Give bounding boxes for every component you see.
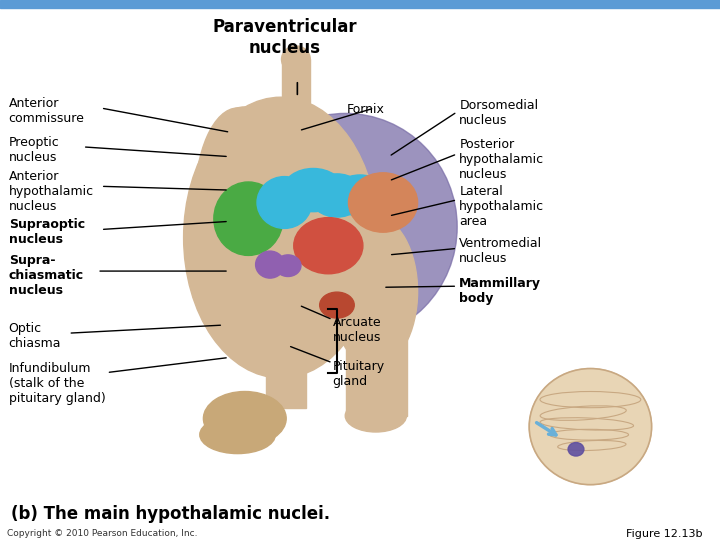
Ellipse shape xyxy=(320,292,354,318)
Ellipse shape xyxy=(200,416,276,454)
Ellipse shape xyxy=(346,400,407,432)
Bar xyxy=(0,0,720,8)
Ellipse shape xyxy=(283,168,343,212)
Text: Mammillary
body: Mammillary body xyxy=(459,276,541,305)
Ellipse shape xyxy=(310,174,364,217)
Ellipse shape xyxy=(243,104,283,139)
Text: Anterior
hypothalamic
nucleus: Anterior hypothalamic nucleus xyxy=(9,170,94,213)
Ellipse shape xyxy=(529,368,652,485)
Ellipse shape xyxy=(257,177,312,228)
Text: (b) The main hypothalamic nuclei.: (b) The main hypothalamic nuclei. xyxy=(11,505,330,523)
Ellipse shape xyxy=(331,216,418,367)
Ellipse shape xyxy=(220,107,270,150)
Bar xyxy=(266,300,306,408)
Text: Figure 12.13b: Figure 12.13b xyxy=(626,529,703,538)
Ellipse shape xyxy=(214,182,283,255)
Ellipse shape xyxy=(248,312,313,336)
Bar xyxy=(282,59,310,205)
Text: Supraoptic
nucleus: Supraoptic nucleus xyxy=(9,218,85,246)
Text: Infundibulum
(stalk of the
pituitary gland): Infundibulum (stalk of the pituitary gla… xyxy=(9,362,105,405)
Text: Dorsomedial
nucleus: Dorsomedial nucleus xyxy=(459,99,539,127)
Ellipse shape xyxy=(184,97,378,378)
Ellipse shape xyxy=(282,46,310,73)
Ellipse shape xyxy=(275,255,301,276)
Text: Anterior
commissure: Anterior commissure xyxy=(9,97,84,125)
Ellipse shape xyxy=(256,251,284,278)
Ellipse shape xyxy=(348,173,418,232)
Text: Pituitary
gland: Pituitary gland xyxy=(333,360,384,388)
Text: Optic
chiasma: Optic chiasma xyxy=(9,322,61,350)
Bar xyxy=(346,275,407,416)
Text: Lateral
hypothalamic
area: Lateral hypothalamic area xyxy=(459,185,544,228)
Ellipse shape xyxy=(333,175,387,216)
Ellipse shape xyxy=(203,392,287,446)
Ellipse shape xyxy=(294,218,363,274)
Text: Ventromedial
nucleus: Ventromedial nucleus xyxy=(459,237,542,265)
Text: Preoptic
nucleus: Preoptic nucleus xyxy=(9,136,59,164)
Text: Posterior
hypothalamic
nucleus: Posterior hypothalamic nucleus xyxy=(459,138,544,181)
Text: Paraventricular
nucleus: Paraventricular nucleus xyxy=(212,18,356,57)
Text: Arcuate
nucleus: Arcuate nucleus xyxy=(333,316,382,345)
Ellipse shape xyxy=(568,443,584,456)
Text: Fornix: Fornix xyxy=(347,103,385,116)
Ellipse shape xyxy=(234,113,457,340)
Text: Copyright © 2010 Pearson Education, Inc.: Copyright © 2010 Pearson Education, Inc. xyxy=(7,529,198,538)
Ellipse shape xyxy=(194,108,281,302)
Text: Supra-
chiasmatic
nucleus: Supra- chiasmatic nucleus xyxy=(9,254,84,297)
